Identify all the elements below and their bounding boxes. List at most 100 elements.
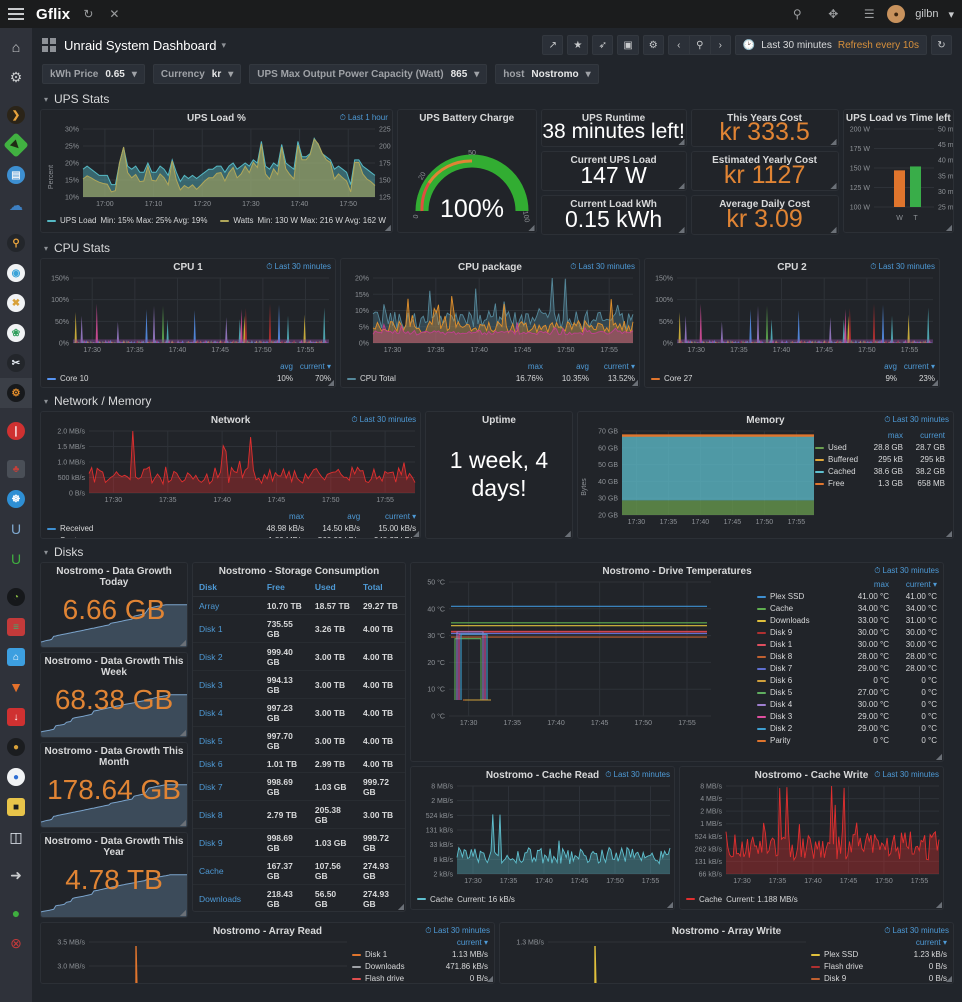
panel-time-range[interactable]: ⏱ Last 30 minutes [884,415,949,424]
drive-temperatures-graph[interactable]: 0 °C 10 °C 20 °C 30 °C 40 °C 50 °C 17:30 17:35 1… [411,578,943,738]
panel-time-range[interactable]: ⏱ Last 30 minutes [266,262,331,271]
legend-col-header[interactable]: avg [884,362,897,371]
panel-resize-handle[interactable]: ◢ [384,223,391,232]
panel-resize-handle[interactable]: ◢ [830,225,837,234]
legend-item[interactable]: Received 48.98 kB/s 14.50 kB/s 15.00 kB/s [47,523,416,535]
sidebar-item-app-book-open[interactable]: ◫ [0,822,32,852]
table-row[interactable]: Disk 2 999.40 GB 3.00 TB 4.00 TB [193,642,405,671]
shuffle-icon[interactable]: ✥ [828,7,839,21]
add-panel-button[interactable]: ↗ [542,35,564,55]
username-label[interactable]: gilbn [915,8,939,20]
sidebar-item-app-crescent[interactable]: ❯ [0,100,32,130]
sidebar-item-app-home-assistant[interactable]: ⌂ [0,642,32,672]
variable-value[interactable]: 0.65 [105,68,125,80]
sidebar-item-app-lifebuoy[interactable]: ⊗ [0,928,32,958]
sidebar-item-app-gear-orange[interactable]: ⚙ [0,378,32,408]
sidebar-item-app-water-drop[interactable]: ● [0,762,32,792]
time-prev-button[interactable]: ‹ [667,35,689,55]
panel-resize-handle[interactable]: ◢ [931,378,938,387]
cpu-package-graph[interactable]: 0% 5% 10% 15% 20% 17:30 17:35 17:40 17:45 17:50 17… [341,274,639,359]
variable-value[interactable]: 865 [450,68,468,80]
sidebar-item-app-radarr[interactable]: ◉ [0,258,32,288]
menu-icon[interactable] [8,8,24,20]
legend-item[interactable]: Disk 9 0 B/s [811,973,947,983]
legend-col-header[interactable]: current ▾ [903,362,935,371]
panel-resize-handle[interactable]: ◢ [945,223,952,232]
legend-item[interactable]: Cached 38.6 GB 38.2 GB [815,466,945,478]
panel-time-range[interactable]: ⏱ Last 30 minutes [425,926,490,935]
legend-col-header[interactable]: current ▾ [456,938,488,947]
variable-ups-max-output-power-capacity-watt[interactable]: UPS Max Output Power Capacity (Watt) 865 ▾ [249,64,488,84]
sidebar-item-app-plex[interactable]: ▶ [0,130,32,160]
legend-item[interactable]: Flash drive 0 B/s [352,973,488,983]
panel-resize-handle[interactable]: ◢ [678,181,685,190]
panel-resize-handle[interactable]: ◢ [631,378,638,387]
panel-resize-handle[interactable]: ◢ [327,378,334,387]
array-read-graph[interactable]: 2.5 MB/s3.0 MB/s3.5 MB/s [41,938,494,983]
legend-item[interactable]: Disk 4 30.00 °C 0 °C [757,699,937,711]
legend-col-header[interactable]: current ▾ [905,580,937,589]
row-header-network-memory[interactable]: ▾ Network / Memory [32,388,962,411]
chevron-down-icon[interactable]: ▾ [44,547,49,557]
table-row[interactable]: Downloads 218.43 GB 56.50 GB 274.93 GB [193,884,405,911]
panel-resize-handle[interactable]: ◢ [179,908,186,917]
table-row[interactable]: Disk 4 997.23 GB 3.00 TB 4.00 TB [193,698,405,727]
variable-host[interactable]: host Nostromo ▾ [495,64,599,84]
legend-item[interactable]: Core 2 14% 23% [47,385,331,387]
legend-col-header[interactable]: avg [576,362,589,371]
chevron-down-icon[interactable]: ▾ [228,68,234,80]
sidebar-item-app-shield[interactable]: ❘ [0,416,32,446]
memory-graph[interactable]: Bytes 20 GB 30 GB 40 GB 50 GB 60 GB 70 GB 17:3… [578,427,953,535]
row-header-cpu-stats[interactable]: ▾ CPU Stats [32,235,962,258]
cache-write-graph[interactable]: 66 kB/s 131 kB/s 262 kB/s 524 kB/s 1 MB/s 2 M… [680,782,943,892]
variable-value[interactable]: kr [211,68,222,80]
panel-resize-handle[interactable]: ◢ [179,728,186,737]
sidebar-item-app-u-green[interactable]: U [0,544,32,574]
cache-read-graph[interactable]: 2 kB/s 8 kB/s 33 kB/s 131 kB/s 524 kB/s 2 MB/… [411,782,674,892]
panel-resize-handle[interactable]: ◢ [935,752,942,761]
sidebar-item-home[interactable]: ⌂ [0,32,32,62]
sidebar-item-app-book[interactable]: ▤ [0,160,32,190]
table-row[interactable]: Disk 7 998.69 GB 1.03 GB 999.72 GB [193,772,405,801]
panel-resize-handle[interactable]: ◢ [564,529,571,538]
panel-resize-handle[interactable]: ◢ [666,900,673,909]
legend-col-header[interactable]: avg [280,362,293,371]
cpu-1-graph[interactable]: 0% 50% 100% 150% 17:30 17:35 17:40 17:45 17:50 17… [41,274,335,359]
save-button[interactable]: ▣ [617,35,639,55]
legend-item[interactable]: Disk 6 0 °C 0 °C [757,675,937,687]
legend-col-header[interactable]: max [527,362,543,371]
legend-item[interactable]: Core 18 10% 15% [651,385,935,387]
sidebar-item-settings[interactable]: ⚙ [0,62,32,92]
sidebar-item-app-guacamole[interactable]: ◔ [0,582,32,612]
reload-icon[interactable]: ↻ [83,7,94,21]
legend-item[interactable]: Downloads 33.00 °C 31.00 °C [757,615,937,627]
legend-item[interactable]: Disk 9 30.00 °C 30.00 °C [757,627,937,639]
legend-item[interactable]: Buffered 295 kB 295 kB [815,454,945,466]
sidebar-item-app-search[interactable]: ⚲ [0,228,32,258]
panel-resize-handle[interactable]: ◢ [179,818,186,827]
time-zoom-button[interactable]: ⚲ [688,35,710,55]
legend-item[interactable]: CPU Total 16.76% 10.35% 13.52% [347,373,635,385]
table-row[interactable]: Disk 6 1.01 TB 2.99 TB 4.00 TB [193,754,405,773]
network-graph[interactable]: 0 B/s 500 kB/s 1.0 MB/s 1.5 MB/s 2.0 MB/s 17:… [41,427,420,509]
legend-item[interactable]: Plex SSD 41.00 °C 41.00 °C [757,591,937,603]
legend-item[interactable]: Disk 8 28.00 °C 28.00 °C [757,651,937,663]
page-title[interactable]: Unraid System Dashboard [64,37,217,53]
sidebar-item-app-github[interactable]: ● [0,898,32,928]
sidebar-item-app-tautulli[interactable]: ● [0,732,32,762]
legend-col-header[interactable]: current ▾ [299,362,331,371]
panel-time-range[interactable]: ⏱ Last 30 minutes [884,926,949,935]
panel-time-range[interactable]: ⏱ Last 30 minutes [870,262,935,271]
legend-col-header[interactable]: avg [347,512,361,521]
sidebar-item-app-gears-blue[interactable]: ☸ [0,484,32,514]
sidebar-item-app-bazarr[interactable]: ✂ [0,348,32,378]
panel-time-range[interactable]: ⏱ Last 1 hour [339,113,388,122]
sidebar-item-app-sonarr[interactable]: ✖ [0,288,32,318]
legend-item[interactable]: Disk 7 29.00 °C 28.00 °C [757,663,937,675]
legend-item[interactable]: User 10.47% 6.01% 9.39% [347,385,635,387]
legend-col-header[interactable]: max [289,512,305,521]
table-row[interactable]: Array 10.70 TB 18.57 TB 29.27 TB [193,596,405,615]
bookmark-icon[interactable]: ☰ [863,7,875,21]
star-button[interactable]: ★ [567,35,589,55]
